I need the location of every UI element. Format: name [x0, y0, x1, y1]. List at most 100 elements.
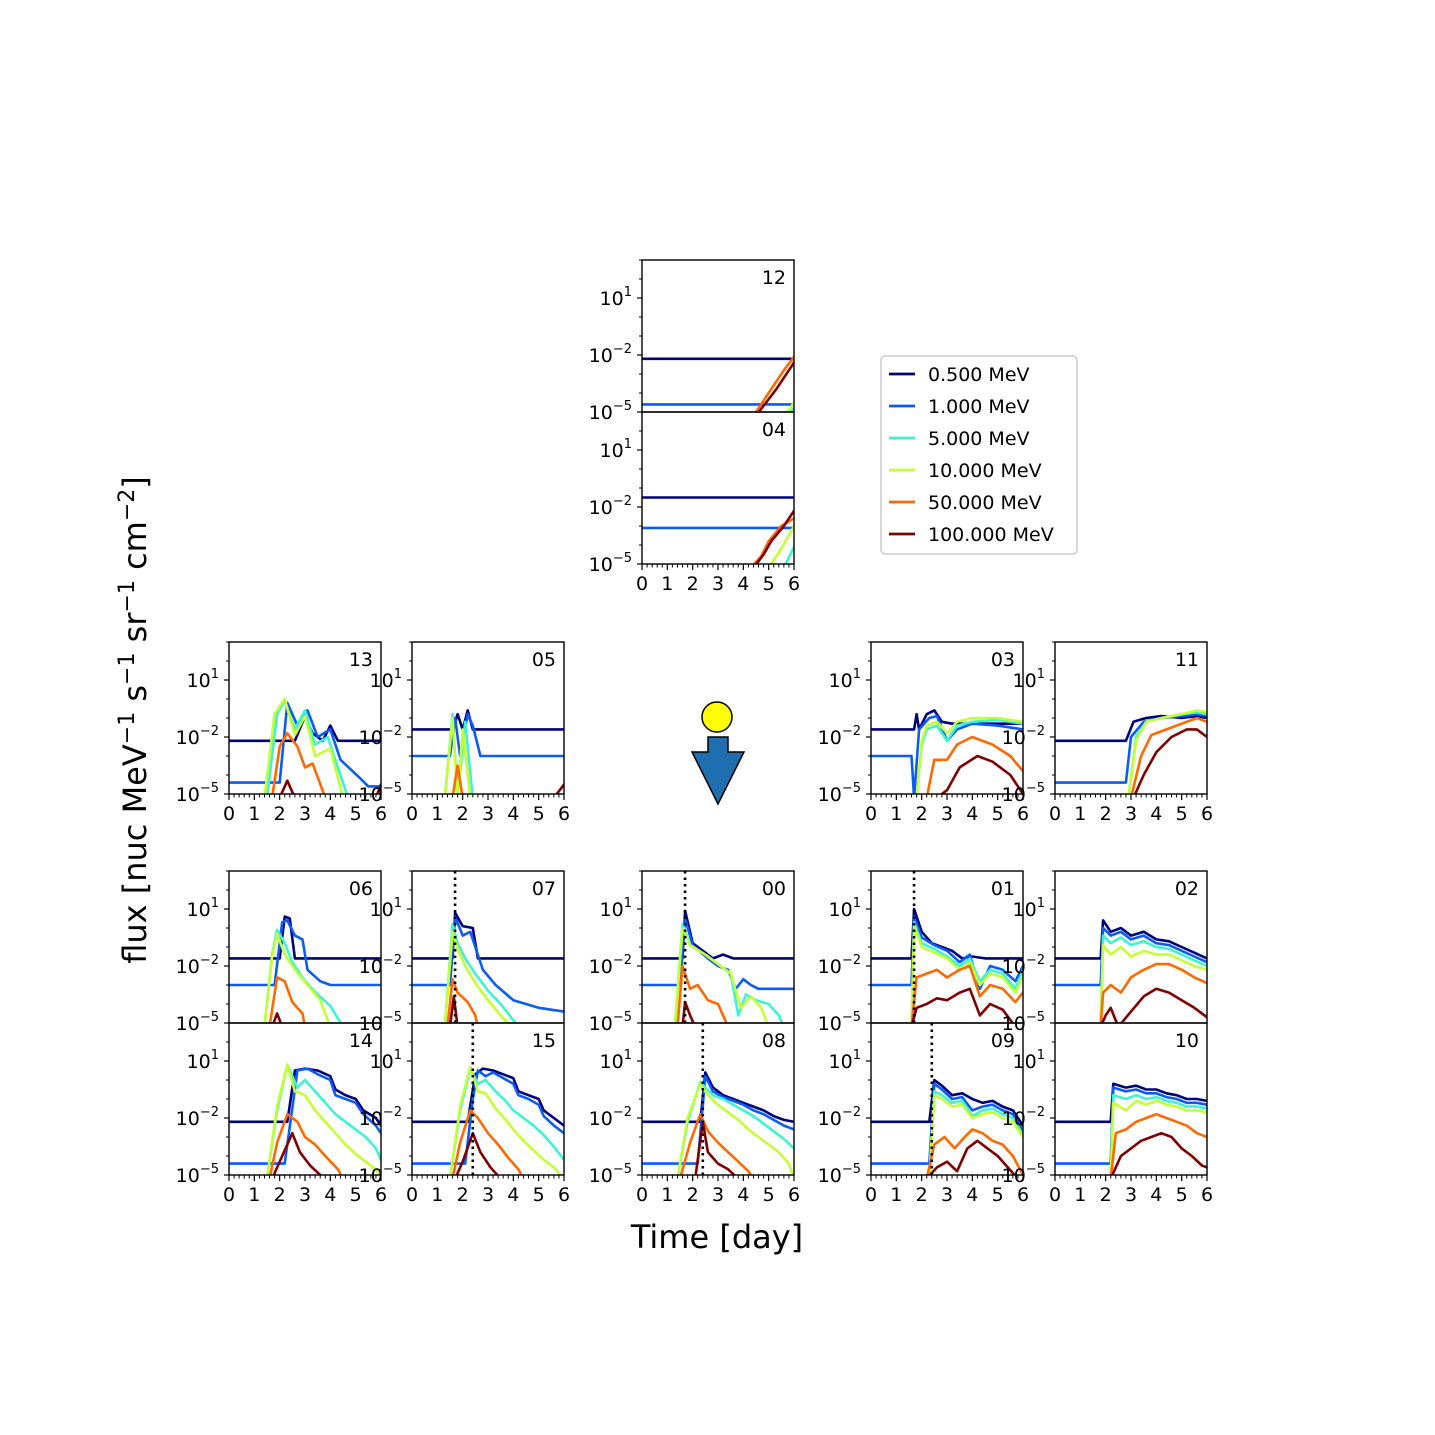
y-tick-label: 101	[370, 667, 402, 692]
x-tick-label: 3	[712, 573, 724, 595]
series-line-1-000-mev	[412, 712, 564, 758]
x-tick-label: 6	[1017, 1184, 1029, 1206]
series-line-100-000-mev	[555, 783, 564, 794]
y-tick-label: 10−2	[818, 953, 861, 978]
x-tick-label: 0	[636, 573, 648, 595]
sun-direction-icon	[690, 701, 746, 806]
legend-entry: 50.000 MeV	[889, 492, 1042, 514]
x-tick-label: 5	[992, 803, 1004, 825]
panel-lines	[871, 871, 1023, 1023]
series-line-100-000-mev	[272, 1012, 283, 1023]
series-line-50-000-mev	[1099, 962, 1207, 1023]
panel-lines	[642, 355, 794, 412]
y-tick-label: 101	[1013, 1048, 1045, 1073]
panel-label: 08	[762, 1030, 786, 1052]
panel-label: 09	[991, 1030, 1015, 1052]
x-tick-label: 1	[248, 1184, 260, 1206]
x-tick-label: 0	[406, 1184, 418, 1206]
x-tick-label: 2	[1100, 803, 1112, 825]
series-line-100-000-mev	[694, 1120, 737, 1175]
series-line-5-000-mev	[1099, 934, 1207, 1023]
panel-label: 03	[991, 649, 1015, 671]
panel-00: 00 101 10−2 10−5	[589, 870, 795, 1035]
x-tick-label: 4	[1150, 803, 1162, 825]
panel-label: 06	[349, 878, 373, 900]
legend-entry: 100.000 MeV	[889, 524, 1054, 546]
x-tick-label: 2	[1100, 1184, 1112, 1206]
y-tick-label: 10−2	[589, 342, 632, 367]
y-tick-label: 101	[187, 667, 219, 692]
x-tick-label: 2	[687, 573, 699, 595]
x-tick-label: 4	[507, 803, 519, 825]
x-tick-label: 4	[324, 1184, 336, 1206]
y-tick-label: 101	[1013, 896, 1045, 921]
panel-label: 13	[349, 649, 373, 671]
series-line-10-000-mev	[443, 930, 510, 1023]
y-tick-label: 101	[829, 1048, 861, 1073]
series-line-10-000-mev	[1099, 943, 1207, 1023]
series-line-0-500-mev	[229, 915, 381, 960]
series-line-100-000-mev	[1100, 987, 1207, 1023]
panel-lines	[642, 1023, 794, 1175]
panel-08: 08 101 10−2 10−50 1 2 3 4 5 6	[589, 1022, 800, 1206]
x-tick-label: 6	[375, 1184, 387, 1206]
series-line-0-500-mev	[412, 709, 564, 731]
x-tick-label: 1	[431, 1184, 443, 1206]
panel-lines	[642, 871, 794, 1023]
y-tick-label: 101	[600, 896, 632, 921]
y-tick-label: 101	[187, 1048, 219, 1073]
y-tick-label: 101	[600, 285, 632, 310]
series-line-50-000-mev	[451, 764, 464, 794]
x-tick-label: 0	[223, 803, 235, 825]
x-tick-label: 2	[274, 1184, 286, 1206]
series-line-100-000-mev	[272, 1131, 323, 1175]
y-tick-label: 10−5	[589, 399, 632, 424]
y-tick-label: 101	[370, 1048, 402, 1073]
panel-label: 11	[1175, 649, 1199, 671]
y-tick-label: 10−5	[818, 781, 861, 806]
panel-07: 07 101 10−2 10−5	[359, 870, 565, 1035]
x-tick-label: 5	[1176, 1184, 1188, 1206]
x-tick-label: 2	[687, 1184, 699, 1206]
y-tick-label: 10−5	[176, 781, 219, 806]
x-tick-label: 5	[763, 573, 775, 595]
series-line-10-000-mev	[676, 1082, 794, 1175]
series-line-0-500-mev	[1055, 919, 1207, 960]
x-tick-label: 1	[661, 573, 673, 595]
series-line-50-000-mev	[446, 978, 479, 1023]
series-line-1-000-mev	[229, 701, 381, 788]
x-tick-label: 1	[248, 803, 260, 825]
x-tick-label: 0	[636, 1184, 648, 1206]
series-line-10-000-mev	[449, 1065, 563, 1175]
panel-lines	[1055, 1082, 1207, 1175]
series-line-50-000-mev	[926, 1128, 1023, 1175]
series-line-100-000-mev	[757, 361, 794, 412]
y-tick-label: 10−2	[1002, 1105, 1045, 1130]
y-tick-label: 10−2	[359, 724, 402, 749]
series-line-50-000-mev	[271, 731, 326, 794]
panel-lines	[229, 1063, 381, 1175]
x-tick-label: 6	[1201, 1184, 1213, 1206]
series-line-0-500-mev	[1055, 714, 1207, 743]
x-tick-label: 4	[966, 803, 978, 825]
series-line-1-000-mev	[642, 917, 794, 991]
legend-label: 1.000 MeV	[928, 396, 1030, 418]
series-line-50-000-mev	[1130, 716, 1207, 794]
series-line-10-000-mev	[1127, 709, 1207, 794]
series-line-10-000-mev	[263, 932, 331, 1023]
down-arrow-icon	[690, 736, 746, 806]
y-tick-label: 101	[370, 896, 402, 921]
x-tick-label: 4	[507, 1184, 519, 1206]
x-tick-label: 1	[431, 803, 443, 825]
series-line-10-000-mev	[769, 524, 794, 564]
y-tick-label: 10−5	[1002, 1162, 1045, 1187]
x-tick-label: 5	[533, 803, 545, 825]
y-tick-label: 10−5	[589, 1162, 632, 1187]
series-line-5-000-mev	[1109, 1093, 1207, 1175]
series-line-100-000-mev	[911, 987, 1015, 1023]
x-tick-label: 6	[788, 1184, 800, 1206]
series-line-10-000-mev	[263, 697, 344, 794]
